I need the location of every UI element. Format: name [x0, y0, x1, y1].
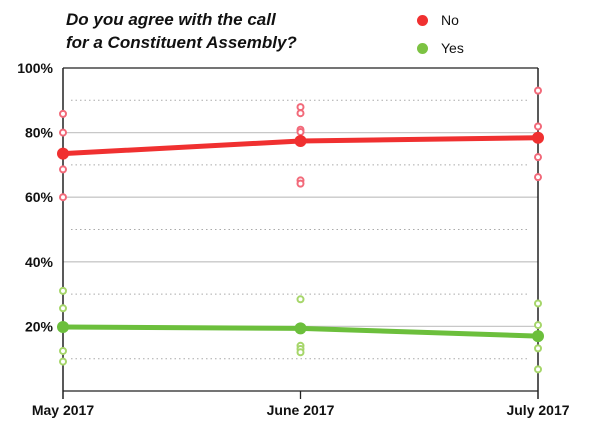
- legend-label-yes: Yes: [441, 40, 464, 56]
- data-point-yes: [534, 365, 542, 374]
- data-point-yes: [59, 357, 67, 366]
- data-point-no: [534, 122, 542, 131]
- y-tick-label: 40%: [25, 254, 54, 270]
- data-point-yes: [296, 295, 305, 304]
- data-point-no: [296, 179, 305, 188]
- mean-point-yes: [57, 321, 69, 334]
- mean-point-no: [57, 147, 69, 160]
- mean-point-yes: [294, 322, 307, 335]
- data-point-yes: [59, 286, 67, 295]
- mean-point-no: [532, 131, 544, 144]
- legend-item-yes: Yes: [417, 40, 464, 56]
- legend-swatch-no: [417, 14, 428, 26]
- data-point-no: [296, 103, 305, 112]
- data-point-no: [59, 165, 67, 174]
- y-tick-label: 60%: [25, 189, 54, 205]
- legend-item-no: No: [417, 12, 459, 28]
- data-point-no: [296, 109, 305, 118]
- data-point-no: [59, 128, 67, 137]
- y-tick-label: 100%: [17, 60, 53, 76]
- data-point-yes: [59, 346, 67, 355]
- data-point-no: [59, 193, 67, 202]
- x-tick-label: June 2017: [267, 402, 335, 418]
- mean-point-yes: [532, 330, 544, 343]
- legend-swatch-yes: [417, 42, 428, 54]
- x-tick-label: May 2017: [32, 402, 94, 418]
- x-tick-label: July 2017: [506, 402, 569, 418]
- data-point-yes: [534, 321, 542, 330]
- data-point-yes: [59, 304, 67, 313]
- y-tick-label: 20%: [25, 318, 54, 334]
- chart-title: Do you agree with the call for a Constit…: [66, 10, 297, 52]
- mean-point-no: [294, 134, 307, 147]
- data-point-no: [534, 173, 542, 182]
- data-point-no: [534, 153, 542, 162]
- data-point-yes: [534, 344, 542, 353]
- y-tick-label: 80%: [25, 125, 54, 141]
- legend-label-no: No: [441, 12, 459, 28]
- data-point-no: [534, 86, 542, 95]
- data-point-yes: [296, 348, 305, 357]
- data-point-no: [59, 109, 67, 118]
- data-point-yes: [534, 299, 542, 308]
- data-point-no: [296, 127, 305, 136]
